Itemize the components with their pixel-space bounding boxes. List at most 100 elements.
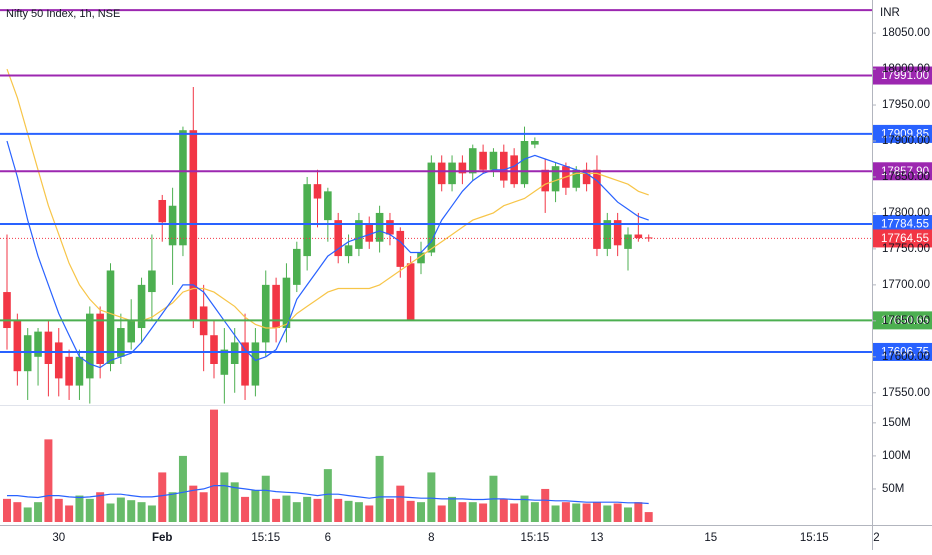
volume-bar <box>406 500 415 522</box>
candle-body <box>96 313 104 364</box>
volume-bar <box>230 482 239 522</box>
x-tick-label: 15:15 <box>520 532 549 544</box>
candle-body <box>437 162 446 185</box>
level-badge <box>873 124 932 143</box>
y2-tick-label: 150M <box>882 417 911 429</box>
candle-body <box>23 335 32 372</box>
volume-ma-line <box>7 485 649 505</box>
candle-body <box>396 230 405 267</box>
candle-body <box>241 342 249 386</box>
candle-body <box>355 220 363 249</box>
candle-body <box>13 320 22 372</box>
volume-bar <box>458 502 467 522</box>
candle-body <box>65 356 73 386</box>
candle-body <box>189 130 198 321</box>
y-tick-label: 17550.00 <box>882 387 930 399</box>
candle-body <box>365 223 374 242</box>
level-label: 17991.00 <box>881 70 929 82</box>
y2-tick-label: 100M <box>882 450 911 462</box>
candle-body <box>375 212 384 242</box>
candle-body <box>520 140 529 185</box>
volume-bar <box>530 502 539 522</box>
volume-bar <box>54 498 63 522</box>
level-badge <box>873 342 932 361</box>
volume-bar <box>499 498 508 522</box>
volume-bar <box>313 498 322 522</box>
candle-body <box>293 248 301 285</box>
y-tick-label: 17900.00 <box>882 135 930 147</box>
volume-bar <box>582 503 591 522</box>
x-tick-label: 8 <box>428 532 434 544</box>
volume-bar <box>168 492 177 522</box>
x-tick-label: 15 <box>704 532 717 544</box>
candle-body <box>261 284 270 343</box>
x-tick-label: 13 <box>591 532 604 544</box>
level-badge <box>873 215 932 234</box>
candle-body <box>251 342 260 386</box>
level-badge <box>873 66 932 85</box>
candle-body <box>54 342 63 379</box>
volume-bar <box>644 512 653 522</box>
volume-bar <box>3 498 11 522</box>
volume-bar <box>13 502 22 522</box>
candle-body <box>230 342 239 364</box>
y-tick-label: 18000.00 <box>882 63 930 75</box>
currency-label: INR <box>880 7 900 19</box>
level-badge <box>873 229 932 248</box>
candle-body <box>510 155 518 185</box>
candle-body <box>127 320 135 343</box>
x-tick-label: 15:15 <box>251 532 280 544</box>
volume-bar <box>137 502 146 522</box>
volume-bar <box>396 485 405 522</box>
volume-bar <box>375 455 384 522</box>
candle-body <box>541 169 549 192</box>
candle-body <box>624 234 632 249</box>
y2-tick-label: 50M <box>882 483 904 495</box>
candle-body <box>106 270 115 364</box>
candle-body <box>3 292 11 329</box>
y-tick-label: 17950.00 <box>882 99 930 111</box>
volume-bar <box>261 475 270 522</box>
x-tick-label: 2 <box>873 532 879 544</box>
volume-bar <box>365 505 374 522</box>
candle-body <box>210 335 218 364</box>
candle-body <box>417 252 425 264</box>
x-tick-label: 30 <box>52 532 65 544</box>
candle-body <box>34 331 42 357</box>
candle-body <box>344 245 353 257</box>
candle-body <box>613 220 622 246</box>
volume-bar <box>479 503 488 522</box>
y-tick-label: 17850.00 <box>882 171 930 183</box>
levels: 17991.00 17909.85 17857.90 17784.55 17764.55… <box>0 9 932 361</box>
volume-bar <box>303 496 312 522</box>
y-tick-label: 17750.00 <box>882 243 930 255</box>
candle-body <box>168 205 177 246</box>
candle-body <box>117 328 125 357</box>
volume-bar <box>541 488 550 522</box>
y-tick-label: 17800.00 <box>882 207 930 219</box>
candle-body <box>86 313 94 379</box>
x-tick-label: Feb <box>152 532 172 544</box>
volume-bar <box>448 496 457 522</box>
x-tick-label: 15:15 <box>800 532 829 544</box>
y-tick-label: 17650.00 <box>882 315 930 327</box>
candle-body <box>75 356 84 386</box>
candle-body <box>448 162 456 185</box>
candle-body <box>220 349 229 375</box>
candle-body <box>137 284 146 329</box>
x-tick-label: 6 <box>325 532 331 544</box>
level-label: 17764.55 <box>881 233 929 245</box>
volume-bar <box>127 500 136 522</box>
volume-bar <box>334 498 343 522</box>
volume-bar <box>417 502 425 522</box>
slow-ma-line <box>6 68 649 329</box>
level-label: 17606.75 <box>881 346 929 358</box>
candle-body <box>582 169 591 185</box>
candle-body <box>272 284 280 329</box>
volume-bar <box>85 498 94 522</box>
fast-ma-line <box>6 140 649 369</box>
volume-bar <box>147 505 156 522</box>
axes: 17550.00 17600.00 17650.00 17700.00 17750.00… <box>52 27 930 544</box>
level-label: 17857.90 <box>881 166 929 178</box>
